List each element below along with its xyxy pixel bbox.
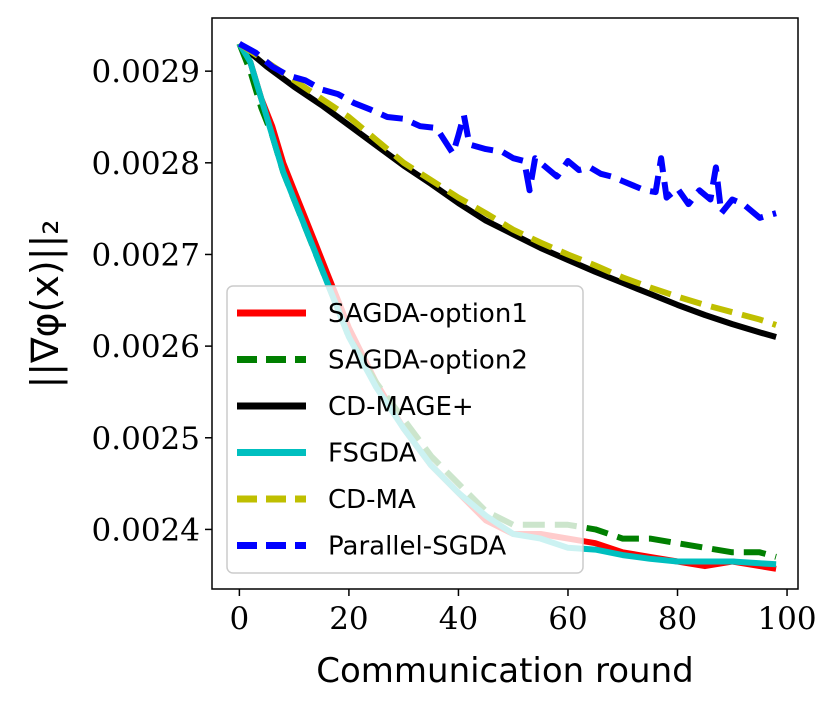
- x-axis-ticks: 0 20 40 60 80 100: [230, 589, 817, 637]
- y-tick-label: 0.0028: [92, 146, 200, 182]
- y-tick-label: 0.0024: [92, 512, 200, 548]
- x-tick-label: 80: [658, 601, 697, 637]
- legend-label-4: FSGDA: [328, 439, 417, 469]
- y-tick-label: 0.0027: [92, 237, 200, 273]
- y-tick-label: 0.0025: [92, 421, 200, 457]
- series-line-3: [237, 41, 777, 340]
- x-tick-label: 20: [329, 601, 368, 637]
- series-line-6: [237, 41, 777, 221]
- legend: SAGDA-option1 SAGDA-option2 CD-MAGE+ FSGDA C…: [226, 285, 584, 574]
- series-line-5: [237, 41, 778, 328]
- legend-label-2: SAGDA-option2: [328, 346, 528, 376]
- legend-box: [226, 285, 584, 574]
- legend-label-6: Parallel-SGDA: [328, 532, 506, 562]
- legend-label-3: CD-MAGE+: [328, 392, 474, 422]
- y-axis-label: ||∇φ(x)||₂: [23, 219, 68, 388]
- legend-label-1: SAGDA-option1: [328, 299, 528, 329]
- legend-label-5: CD-MA: [328, 485, 416, 515]
- y-tick-label: 0.0029: [92, 54, 200, 90]
- x-tick-label: 60: [548, 601, 587, 637]
- x-axis-label: Communication round: [316, 651, 694, 691]
- y-tick-label: 0.0026: [92, 329, 200, 365]
- x-tick-label: 100: [757, 601, 816, 637]
- x-tick-label: 0: [230, 601, 250, 637]
- y-axis-ticks: 0.0024 0.0025 0.0026 0.0027 0.0028 0.0029: [92, 54, 212, 548]
- plot-frame: [211, 17, 799, 590]
- x-tick-label: 40: [439, 601, 478, 637]
